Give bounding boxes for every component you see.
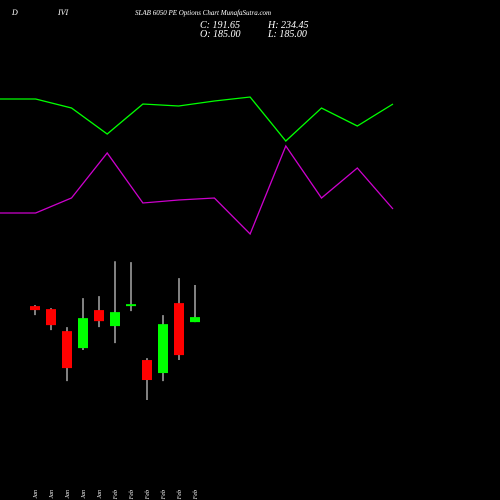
x-tick-label: 05 Feb: [177, 490, 183, 500]
x-tick-label: 02 Feb: [129, 490, 135, 500]
x-tick-label: 03 Feb: [145, 490, 151, 500]
indicator-line: [0, 96, 394, 142]
indicator-line: [0, 144, 394, 236]
candle-body: [46, 309, 56, 326]
candle-body: [158, 324, 168, 374]
x-tick-label: 04 Feb: [160, 490, 167, 500]
candle-body: [174, 303, 184, 356]
candle-body: [78, 318, 88, 349]
candle-body: [62, 331, 72, 369]
close-label: C: 191.65: [200, 20, 240, 31]
candle-body: [190, 317, 200, 323]
low-label: L: 185.00: [267, 29, 307, 40]
x-tick-label: 30 Jan: [97, 490, 103, 500]
candle-body: [110, 312, 120, 327]
high-label: H: 234.45: [267, 20, 309, 31]
x-tick-label: 29 Jan: [81, 490, 87, 500]
candle-body: [142, 360, 152, 381]
candle-body: [126, 304, 136, 307]
open-label: O: 185.00: [200, 29, 241, 40]
x-tick-label: 06 Feb: [193, 490, 199, 500]
x-tick-label: 27 Jan: [49, 490, 55, 500]
chart-title: SLAB 6050 PE Options Chart MunafaSutra.c…: [135, 9, 271, 17]
candle-body: [30, 306, 40, 311]
symbol-label: D: [11, 8, 18, 17]
candle-body: [94, 310, 104, 322]
x-tick-label: 28 Jan: [65, 490, 71, 500]
x-tick-label: 01 Feb: [113, 490, 119, 500]
x-tick-label: 23 Jan: [33, 490, 39, 500]
code-label: IVI: [57, 8, 69, 17]
